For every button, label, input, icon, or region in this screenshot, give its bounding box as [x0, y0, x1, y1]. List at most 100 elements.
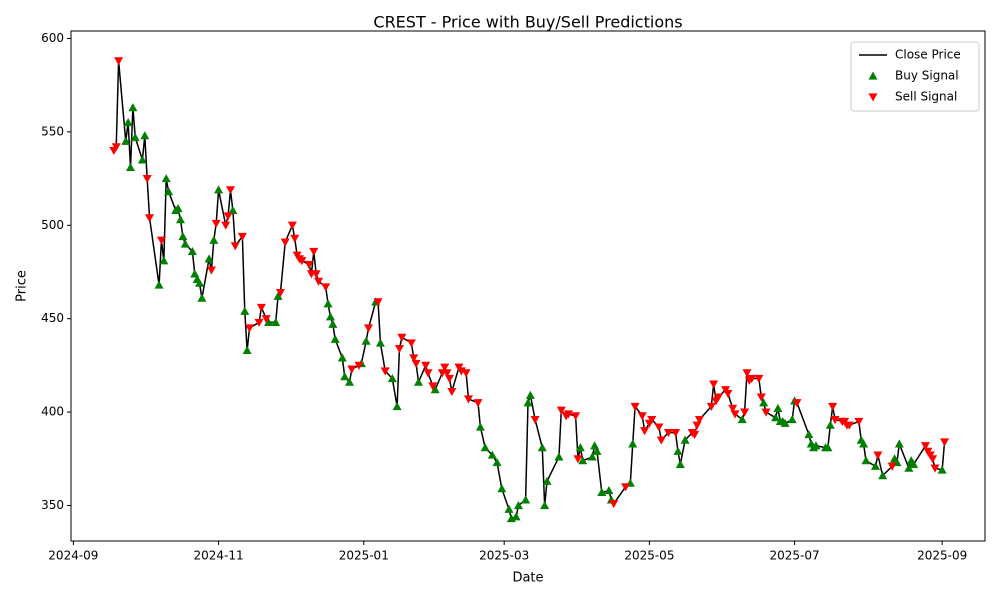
sell-marker	[473, 399, 483, 408]
buy-marker	[540, 501, 550, 510]
buy-marker	[121, 136, 131, 145]
sell-marker	[747, 374, 757, 383]
y-tick-label: 400	[41, 405, 64, 419]
y-tick-label: 500	[41, 218, 64, 232]
sell-marker	[364, 324, 374, 333]
buy-marker	[575, 443, 585, 452]
buy-marker	[554, 452, 564, 461]
sell-marker	[463, 395, 473, 404]
sell-marker	[654, 423, 664, 432]
buy-marker	[330, 334, 340, 343]
sell-marker	[237, 232, 247, 241]
buy-marker	[392, 401, 402, 411]
y-tick-label: 600	[41, 31, 64, 45]
sell-marker	[873, 451, 883, 460]
buy-marker	[175, 215, 185, 224]
sell-marker	[690, 430, 700, 440]
buy-marker	[825, 420, 835, 429]
buy-marker	[197, 293, 207, 302]
buy-marker	[859, 439, 869, 448]
buy-marker	[597, 487, 607, 497]
sell-marker	[280, 238, 290, 247]
buy-marker	[273, 291, 283, 300]
sell-marker	[671, 429, 681, 438]
plot-frame	[70, 30, 986, 542]
sell-marker	[206, 266, 216, 275]
sell-marker	[630, 402, 640, 411]
buy-marker	[344, 377, 354, 386]
sell-marker	[556, 406, 566, 415]
sell-marker	[844, 421, 854, 430]
buy-marker	[871, 461, 881, 470]
buy-marker	[628, 439, 638, 448]
buy-marker	[242, 345, 252, 355]
buy-marker	[325, 312, 335, 321]
buy-marker	[137, 155, 147, 164]
buy-marker	[773, 403, 783, 412]
sell-marker	[930, 464, 940, 473]
sell-marker	[409, 354, 419, 363]
sell-marker	[421, 361, 431, 370]
buy-marker	[323, 299, 333, 308]
buy-marker	[937, 465, 947, 474]
buy-marker	[123, 118, 133, 127]
sell-marker	[887, 462, 897, 471]
buy-marker	[228, 205, 238, 214]
sell-marker	[156, 236, 166, 245]
buy-marker	[337, 353, 347, 362]
sell-marker	[461, 369, 471, 378]
x-tick-label: 2024-11	[194, 549, 244, 563]
buy-marker	[497, 484, 507, 493]
buy-marker	[271, 317, 281, 327]
x-tick-label: 2025-03	[479, 549, 529, 563]
sell-marker	[297, 257, 307, 266]
buy-marker	[195, 278, 205, 287]
sell-marker	[563, 410, 573, 419]
buy-marker	[675, 459, 685, 469]
sell-marker	[573, 455, 583, 464]
sell-marker	[304, 260, 314, 270]
sell-marker	[211, 219, 221, 228]
buy-marker	[904, 463, 914, 472]
buy-marker	[787, 415, 797, 424]
sell-marker	[423, 369, 433, 378]
sell-marker	[287, 221, 297, 230]
x-tick-label: 2025-09	[917, 549, 967, 563]
buy-marker	[164, 187, 174, 196]
buy-marker	[759, 398, 769, 407]
legend-label: Buy Signal	[895, 69, 959, 83]
buy-marker	[159, 256, 169, 265]
sell-marker	[647, 415, 657, 425]
buy-marker	[375, 338, 385, 347]
sell-marker	[142, 174, 152, 184]
sell-marker	[394, 344, 404, 354]
sell-marker	[254, 318, 264, 327]
buy-marker	[387, 373, 397, 383]
sell-marker	[114, 57, 124, 66]
x-tick-label: 2025-05	[624, 549, 674, 563]
buy-marker	[504, 504, 514, 513]
buy-marker	[737, 415, 747, 424]
legend-box	[850, 41, 980, 112]
buy-marker	[264, 317, 274, 327]
sell-marker	[145, 214, 155, 223]
buy-marker	[430, 385, 440, 394]
sell-marker	[223, 212, 233, 221]
sell-marker	[411, 359, 421, 369]
x-axis-label: Date	[512, 571, 543, 586]
sell-marker	[571, 412, 581, 421]
buy-marker	[673, 446, 683, 455]
sell-marker	[609, 500, 619, 509]
sell-marker	[275, 288, 285, 298]
sell-marker	[928, 455, 938, 464]
buy-marker	[780, 418, 790, 427]
sell-marker	[756, 393, 766, 402]
legend-label: Close Price	[895, 48, 961, 62]
buy-marker	[492, 458, 502, 467]
buy-marker	[592, 446, 602, 455]
sell-marker	[245, 324, 255, 333]
buy-marker	[140, 131, 150, 140]
